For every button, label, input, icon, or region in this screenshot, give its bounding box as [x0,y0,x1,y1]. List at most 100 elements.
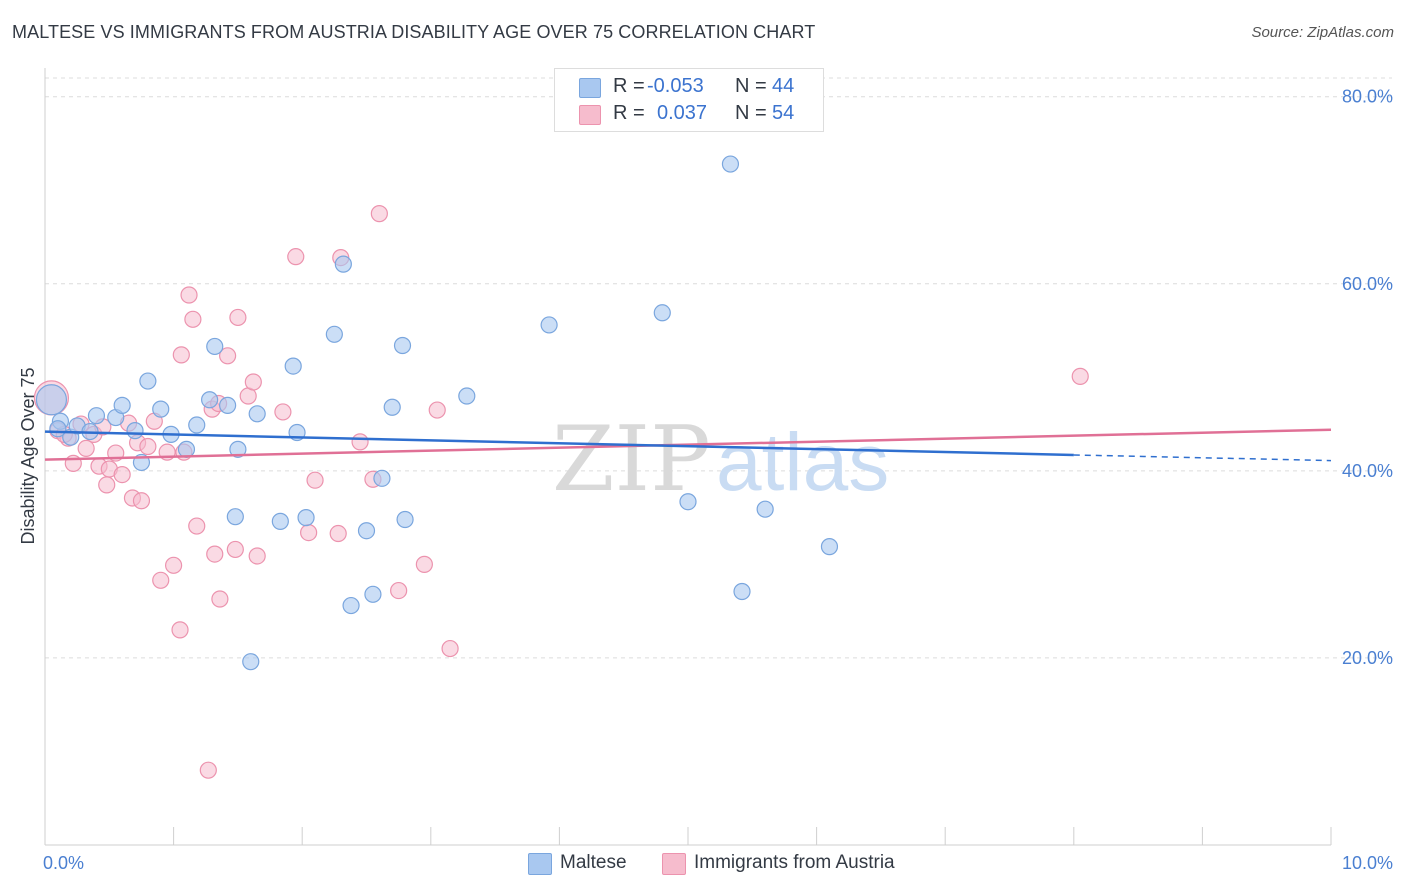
point-immigrants-from-austria [351,433,369,451]
point-immigrants-from-austria [244,373,262,391]
point-immigrants-from-austria [287,248,305,266]
point-maltese [152,400,170,418]
x-tick-labels: 0.0% 10.0% [43,853,1393,873]
point-maltese [334,255,352,273]
r-label: R = [613,75,645,97]
point-maltese [325,325,343,343]
point-maltese [226,508,244,526]
point-maltese [271,512,289,530]
chart-title: MALTESE VS IMMIGRANTS FROM AUSTRIA DISAB… [12,22,816,42]
point-immigrants-from-austria [188,517,206,535]
point-maltese [201,391,219,409]
point-maltese [248,405,266,423]
point-immigrants-from-austria [172,346,190,364]
y-tick-label: 40.0% [1342,461,1393,481]
point-immigrants-from-austria [274,403,292,421]
point-immigrants-from-austria [206,545,224,563]
point-immigrants-from-austria [199,761,217,779]
r-label: R = [613,102,645,124]
point-immigrants-from-austria [132,492,151,510]
legend-label: Maltese [560,852,627,873]
point-maltese [364,585,382,603]
point-maltese [733,582,751,601]
trend-lines [44,428,1332,462]
point-maltese [49,420,67,438]
point-maltese [679,493,697,511]
point-maltese [653,304,671,322]
point-immigrants-from-austria [139,437,157,456]
trendline-maltese-extension [1073,454,1332,462]
n-value: 54 [772,102,795,124]
point-immigrants-from-austria [370,205,388,223]
axes [44,68,1332,846]
point-maltese [393,336,412,355]
point-maltese [188,416,206,434]
point-immigrants-from-austria [306,471,324,489]
point-maltese [177,440,196,458]
point-immigrants-from-austria [184,310,202,328]
point-immigrants-from-austria [211,590,229,608]
r-value: 0.037 [657,102,708,124]
point-maltese [219,396,237,414]
point-maltese [284,357,302,375]
x-tick-label: 10.0% [1342,853,1393,873]
point-maltese [35,384,68,416]
point-immigrants-from-austria [415,555,433,573]
point-immigrants-from-austria [113,465,131,484]
austria-swatch [579,105,601,125]
point-immigrants-from-austria [428,401,446,419]
n-label: N = [735,102,767,124]
point-immigrants-from-austria [219,347,237,365]
watermark: ZIP atlas [552,407,889,512]
point-maltese [139,372,157,390]
trendline-maltese [44,430,1074,457]
point-immigrants-from-austria [152,571,170,589]
point-maltese [721,155,740,173]
y-axis-label: Disability Age Over 75 [18,367,38,544]
point-maltese [342,596,360,615]
y-tick-label: 20.0% [1342,648,1393,668]
y-tick-label: 60.0% [1342,274,1393,294]
trendline-immigrants-from-austria [44,428,1332,461]
watermark-atlas: atlas [716,417,889,508]
point-immigrants-from-austria [98,476,116,494]
r-value: -0.053 [647,75,704,97]
n-value: 44 [772,75,795,97]
point-immigrants-from-austria [180,286,198,304]
point-immigrants-from-austria [165,556,183,574]
point-maltese [373,469,391,487]
point-immigrants-from-austria [229,308,247,327]
point-maltese [242,653,260,671]
x-tick-label: 0.0% [43,853,84,873]
point-immigrants-from-austria [77,439,95,458]
point-immigrants-from-austria [226,540,244,559]
source-label: Source: ZipAtlas.com [1251,24,1394,41]
point-maltese [126,422,144,440]
point-maltese [229,440,247,458]
point-maltese [396,510,414,529]
point-maltese [756,500,774,518]
point-maltese [540,316,558,334]
point-maltese [383,398,401,416]
n-label: N = [735,75,767,97]
point-maltese [357,522,376,540]
point-maltese [458,387,476,405]
point-immigrants-from-austria [171,621,189,639]
legend-label: Immigrants from Austria [694,852,895,873]
point-maltese [206,337,224,356]
series-maltese [35,155,839,671]
point-immigrants-from-austria [329,524,347,543]
point-immigrants-from-austria [1071,367,1089,385]
point-maltese [87,407,106,425]
point-maltese [820,538,839,556]
maltese-swatch [579,78,601,98]
point-immigrants-from-austria [441,639,459,658]
point-immigrants-from-austria [248,547,266,565]
y-tick-label: 80.0% [1342,87,1393,107]
y-tick-labels: 20.0% 40.0% 60.0% 80.0% [1342,87,1393,668]
point-immigrants-from-austria [300,523,318,542]
point-maltese [113,396,131,414]
gridlines [45,77,1392,659]
austria-swatch [662,853,686,875]
